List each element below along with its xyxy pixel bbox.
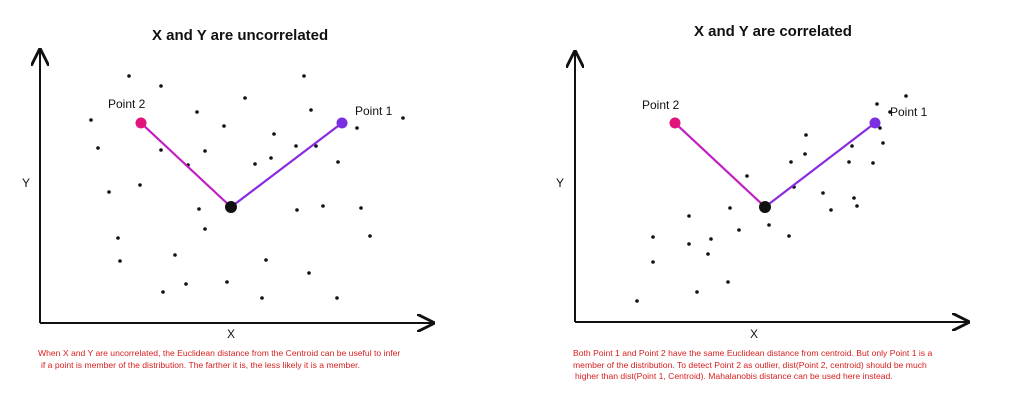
right-caption: Both Point 1 and Point 2 have the same E… — [573, 348, 932, 383]
right-scatter-point — [745, 174, 749, 178]
left-scatter-point — [116, 236, 120, 240]
left-scatter-point — [295, 208, 299, 212]
left-scatter-point — [159, 148, 163, 152]
right-scatter-point — [881, 141, 885, 145]
right-scatter-point — [706, 252, 710, 256]
left-scatter-point — [138, 183, 142, 187]
left-scatter-point — [118, 259, 122, 263]
right-point-1-label: Point 1 — [890, 105, 928, 119]
left-line-point2-centroid — [140, 122, 232, 208]
left-scatter-point — [96, 146, 100, 150]
left-scatter-point — [203, 227, 207, 231]
right-scatter-point — [803, 152, 807, 156]
left-scatter-point — [272, 132, 276, 136]
left-scatter-point — [195, 110, 199, 114]
right-scatter-point — [651, 260, 655, 264]
right-scatter-point — [855, 204, 859, 208]
left-scatter-point — [222, 124, 226, 128]
left-scatter-point — [161, 290, 165, 294]
left-scatter-point — [243, 96, 247, 100]
left-y-axis-label: Y — [22, 176, 31, 190]
left-scatter-point — [321, 204, 325, 208]
left-scatter-point — [184, 282, 188, 286]
right-centroid-marker — [759, 201, 771, 213]
left-scatter-point — [107, 190, 111, 194]
left-scatter-point — [302, 74, 306, 78]
left-scatter-point — [173, 253, 177, 257]
left-point-2-marker — [135, 117, 147, 129]
left-centroid-marker — [225, 201, 237, 213]
left-scatter-point — [335, 296, 339, 300]
right-scatter-point — [651, 235, 655, 239]
left-scatter-point — [159, 84, 163, 88]
left-distance-lines — [135, 117, 348, 213]
right-scatter-point — [804, 133, 808, 137]
right-x-axis-label: X — [750, 327, 759, 341]
left-scatter-point — [89, 118, 93, 122]
left-point-1-marker — [336, 117, 348, 129]
right-scatter-point — [829, 208, 833, 212]
right-scatter-point — [847, 160, 851, 164]
right-caption-line-1: Both Point 1 and Point 2 have the same E… — [573, 348, 933, 358]
right-scatter-point — [787, 234, 791, 238]
left-caption: When X and Y are uncorrelated, the Eucli… — [38, 348, 400, 371]
left-panel-title: X and Y are uncorrelated — [152, 27, 329, 44]
right-scatter-point — [904, 94, 908, 98]
left-point-2-label: Point 2 — [108, 97, 146, 111]
left-scatter-point — [269, 156, 273, 160]
left-scatter-point — [368, 234, 372, 238]
right-line-point2-centroid — [674, 122, 766, 208]
right-scatter-point — [709, 237, 713, 241]
right-scatter-point — [871, 161, 875, 165]
right-scatter-point — [852, 196, 856, 200]
right-scatter-point — [789, 160, 793, 164]
right-point-1-marker — [869, 117, 881, 129]
right-scatter-point — [737, 228, 741, 232]
right-line-point1-centroid — [764, 122, 876, 208]
left-scatter-point — [264, 258, 268, 262]
left-scatter-point — [203, 149, 207, 153]
right-caption-line-2: member of the distribution. To detect Po… — [573, 359, 927, 370]
left-scatter-point — [355, 126, 359, 130]
left-caption-line-2: if a point is member of the distribution… — [41, 359, 360, 370]
right-scatter-point — [875, 102, 879, 106]
right-scatter-point — [726, 280, 730, 284]
left-scatter-point — [225, 280, 229, 284]
right-scatter-point — [821, 191, 825, 195]
left-scatter-point — [401, 116, 405, 120]
right-caption-line-3: higher than dist(Point 1, Centroid). Mah… — [575, 371, 893, 381]
right-scatter-point — [635, 299, 639, 303]
left-scatter-point — [294, 144, 298, 148]
right-scatter-point — [878, 126, 882, 130]
right-panel-title: X and Y are correlated — [694, 23, 852, 40]
right-scatter-point — [687, 214, 691, 218]
left-caption-line-1: When X and Y are uncorrelated, the Eucli… — [38, 348, 401, 358]
left-scatter-point — [336, 160, 340, 164]
right-scatter-point — [767, 223, 771, 227]
left-scatter-points — [89, 74, 405, 300]
left-scatter-point — [127, 74, 131, 78]
left-scatter-point — [309, 108, 313, 112]
right-scatter-point — [695, 290, 699, 294]
left-scatter-point — [253, 162, 257, 166]
right-point-2-marker — [669, 117, 681, 129]
left-scatter-point — [260, 296, 264, 300]
right-scatter-point — [850, 144, 854, 148]
right-scatter-point — [888, 110, 892, 114]
left-axes — [40, 50, 433, 323]
left-point-1-label: Point 1 — [355, 104, 393, 118]
right-scatter-point — [687, 242, 691, 246]
left-scatter-point — [307, 271, 311, 275]
left-line-point1-centroid — [230, 122, 343, 208]
right-distance-lines — [669, 117, 881, 213]
left-scatter-point — [359, 206, 363, 210]
right-y-axis-label: Y — [556, 176, 565, 190]
left-x-axis-label: X — [227, 327, 236, 341]
left-scatter-point — [314, 144, 318, 148]
left-scatter-point — [197, 207, 201, 211]
right-scatter-point — [728, 206, 732, 210]
right-point-2-label: Point 2 — [642, 98, 680, 112]
right-axes — [575, 52, 968, 322]
